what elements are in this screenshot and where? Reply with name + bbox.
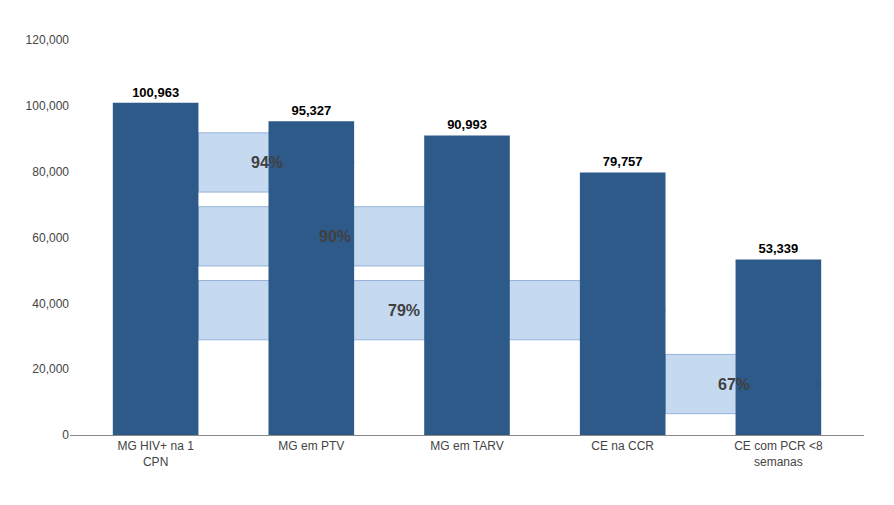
svg-text:90,993: 90,993 bbox=[447, 117, 487, 132]
svg-text:20,000: 20,000 bbox=[32, 362, 69, 376]
svg-text:100,000: 100,000 bbox=[26, 99, 70, 113]
svg-text:CE com PCR <8semanas: CE com PCR <8semanas bbox=[734, 439, 823, 469]
svg-text:CE na CCR: CE na CCR bbox=[591, 439, 654, 453]
svg-text:67%: 67% bbox=[718, 376, 750, 393]
svg-text:80,000: 80,000 bbox=[32, 165, 69, 179]
svg-text:60,000: 60,000 bbox=[32, 231, 69, 245]
svg-text:94%: 94% bbox=[251, 154, 283, 171]
svg-text:0: 0 bbox=[62, 428, 69, 442]
svg-text:MG em PTV: MG em PTV bbox=[278, 439, 344, 453]
svg-text:100,963: 100,963 bbox=[132, 85, 179, 100]
svg-text:MG HIV+ na 1CPN: MG HIV+ na 1CPN bbox=[117, 439, 194, 469]
svg-text:53,339: 53,339 bbox=[758, 241, 798, 256]
svg-text:40,000: 40,000 bbox=[32, 297, 69, 311]
svg-text:79,757: 79,757 bbox=[603, 154, 643, 169]
svg-text:95,327: 95,327 bbox=[291, 103, 331, 118]
svg-text:79%: 79% bbox=[388, 302, 420, 319]
svg-text:120,000: 120,000 bbox=[26, 33, 70, 47]
svg-text:90%: 90% bbox=[319, 228, 351, 245]
svg-text:MG em TARV: MG em TARV bbox=[430, 439, 503, 453]
